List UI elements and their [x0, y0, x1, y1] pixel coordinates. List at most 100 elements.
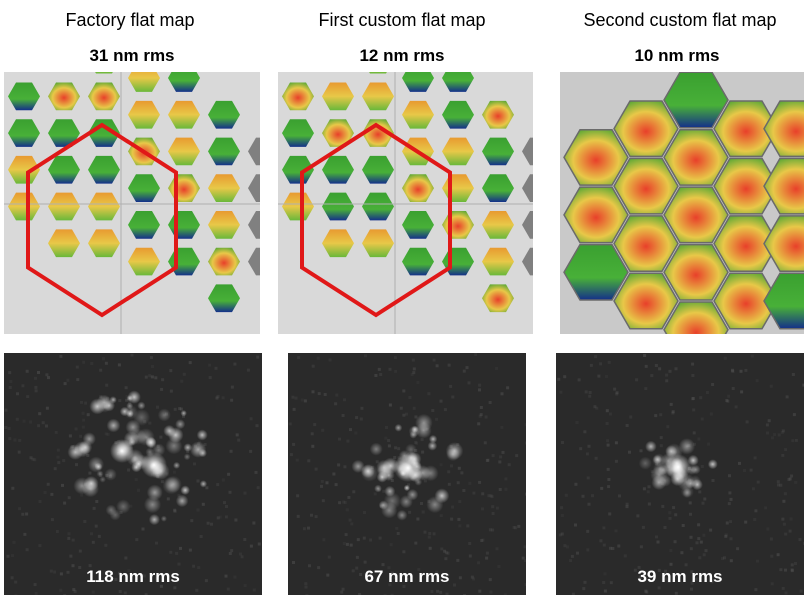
mirror-segment: [282, 119, 314, 147]
mirror-segment: [322, 119, 354, 147]
mirror-segment: [763, 157, 804, 215]
mirror-segment: [322, 229, 354, 258]
factory-segment-map: [4, 72, 260, 334]
mirror-segment: [48, 229, 80, 258]
mirror-segment: [88, 119, 120, 147]
mirror-segment: [88, 192, 120, 221]
first-custom-psf-speckle: [288, 353, 526, 595]
first-custom-flat-map-image: [278, 72, 533, 334]
mirror-segment: [282, 155, 314, 184]
factory-psf-image: 118 nm rms: [4, 353, 262, 595]
mirror-segment: [522, 211, 533, 239]
mirror-segment: [208, 174, 240, 202]
mirror-segment: [362, 155, 394, 184]
mirror-segment: [442, 137, 474, 166]
mirror-segment: [208, 247, 240, 276]
mirror-segment: [663, 301, 729, 334]
mirror-segment: [522, 247, 533, 276]
mirror-segment: [48, 82, 80, 111]
factory-psf-speckle: [4, 353, 261, 595]
mirror-segment: [713, 215, 779, 273]
mirror-segment: [713, 100, 779, 158]
mirror-segment: [322, 155, 354, 184]
mirror-segment: [613, 215, 679, 273]
mirror-segment: [128, 174, 160, 202]
mirror-segment: [168, 137, 200, 166]
mirror-segment: [442, 211, 474, 239]
col2-title: First custom flat map: [318, 10, 486, 30]
mirror-segment: [8, 155, 40, 184]
mirror-segment: [248, 247, 260, 276]
col3-title: Second custom flat map: [583, 10, 777, 30]
mirror-segment: [48, 155, 80, 184]
mirror-segment: [613, 100, 679, 158]
mirror-segment: [482, 211, 514, 239]
mirror-segment: [208, 284, 240, 313]
mirror-segment: [208, 100, 240, 129]
mirror-segment: [88, 82, 120, 111]
mirror-segment: [563, 186, 629, 244]
mirror-segment: [563, 243, 629, 301]
mirror-segment: [208, 137, 240, 166]
mirror-segment: [322, 82, 354, 111]
col2-surface-rms: 12 nm rms: [359, 46, 445, 65]
mirror-segment: [402, 72, 434, 92]
first-custom-psf-rms: 67 nm rms: [364, 567, 450, 586]
mirror-segment: [402, 100, 434, 129]
mirror-segment: [48, 119, 80, 147]
outline-hexagon: [26, 122, 178, 318]
mirror-segment: [8, 192, 40, 221]
factory-flat-map-image: [4, 72, 260, 334]
mirror-segment: [442, 174, 474, 202]
second-custom-segment-map: [563, 72, 804, 334]
mirror-segment: [362, 192, 394, 221]
mirror-segment: [362, 119, 394, 147]
factory-psf-rms: 118 nm rms: [86, 567, 180, 586]
mirror-segment: [663, 72, 729, 129]
mirror-segment: [248, 211, 260, 239]
mirror-segment: [663, 243, 729, 301]
outline-hexagon: [300, 122, 452, 318]
mirror-segment: [482, 100, 514, 129]
mirror-segment: [48, 192, 80, 221]
mirror-segment: [362, 82, 394, 111]
second-custom-flat-map-image: [560, 72, 804, 334]
mirror-segment: [402, 211, 434, 239]
mirror-segment: [763, 215, 804, 273]
mirror-segment: [8, 119, 40, 147]
mirror-segment: [362, 229, 394, 258]
mirror-segment: [713, 272, 779, 330]
mirror-segment: [663, 128, 729, 186]
mirror-segment: [613, 272, 679, 330]
mirror-segment: [522, 137, 533, 166]
mirror-segment: [763, 272, 804, 330]
mirror-segment: [663, 186, 729, 244]
mirror-segment: [168, 211, 200, 239]
second-custom-psf-rms: 39 nm rms: [637, 567, 723, 586]
mirror-segment: [563, 128, 629, 186]
mirror-segment: [613, 157, 679, 215]
mirror-segment: [208, 211, 240, 239]
first-custom-psf-image: 67 nm rms: [288, 353, 526, 595]
second-custom-psf-speckle: [557, 354, 804, 595]
mirror-segment: [482, 137, 514, 166]
mirror-segment: [282, 192, 314, 221]
mirror-segment: [128, 247, 160, 276]
mirror-segment: [95, 72, 113, 74]
mirror-segment: [248, 137, 260, 166]
mirror-segment: [402, 174, 434, 202]
mirror-segment: [282, 82, 314, 111]
mirror-segment: [522, 174, 533, 202]
mirror-segment: [713, 157, 779, 215]
mirror-segment: [168, 72, 200, 92]
mirror-segment: [402, 247, 434, 276]
mirror-segment: [482, 174, 514, 202]
mirror-segment: [128, 100, 160, 129]
mirror-segment: [128, 72, 160, 92]
mirror-segment: [763, 100, 804, 158]
mirror-segment: [442, 72, 474, 92]
second-custom-psf-image: 39 nm rms: [556, 353, 804, 595]
mirror-segment: [369, 72, 387, 74]
mirror-segment: [442, 100, 474, 129]
mirror-segment: [128, 211, 160, 239]
